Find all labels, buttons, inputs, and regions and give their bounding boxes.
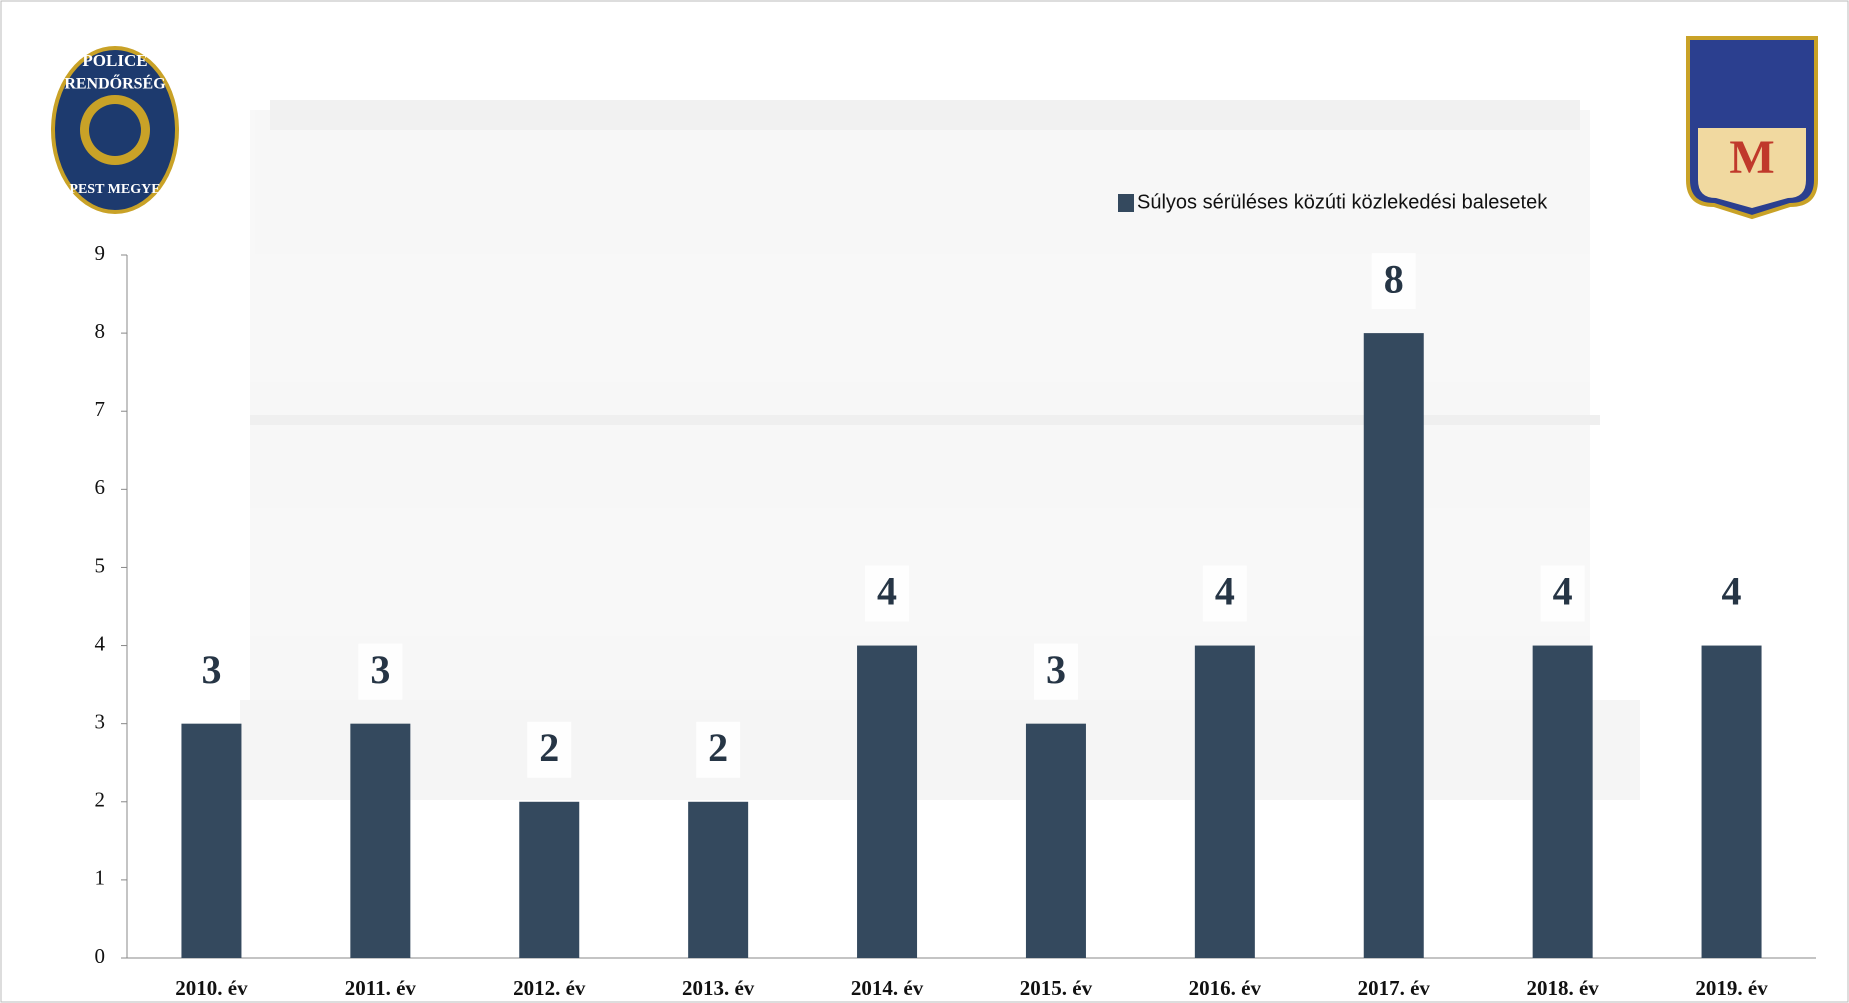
bar: [1532, 645, 1593, 958]
bar: [1701, 645, 1762, 958]
y-tick-label: 7: [95, 397, 106, 421]
bar: [857, 645, 918, 958]
value-label-bg: [1202, 565, 1247, 622]
x-tick-label: 2014. év: [851, 976, 924, 1000]
x-tick-label: 2019. év: [1695, 976, 1768, 1000]
value-label-bg: [696, 721, 741, 778]
bar: [1025, 723, 1086, 958]
y-tick-label: 8: [95, 319, 106, 343]
value-label: 8: [1384, 256, 1404, 301]
badge-text: PEST MEGYE: [69, 182, 160, 197]
value-label: 4: [1553, 569, 1573, 614]
bar: [181, 723, 242, 958]
value-label: 4: [1215, 569, 1235, 614]
value-label: 3: [201, 647, 221, 692]
value-label: 4: [877, 569, 897, 614]
town-crest: M: [1686, 36, 1818, 220]
value-label: 2: [708, 725, 728, 770]
value-label-bg: [358, 643, 403, 700]
y-tick-label: 6: [95, 475, 106, 499]
x-tick-label: 2010. év: [175, 976, 248, 1000]
y-tick-label: 3: [95, 709, 106, 733]
value-label: 2: [539, 725, 559, 770]
value-label: 3: [1046, 647, 1066, 692]
value-label-bg: [1371, 253, 1416, 310]
x-tick-label: 2017. év: [1358, 976, 1431, 1000]
legend-label: Súlyos sérüléses közúti közlekedési bale…: [1137, 191, 1548, 213]
value-label-bg: [1709, 565, 1754, 622]
value-label-bg: [1540, 565, 1585, 622]
y-tick-label: 2: [95, 788, 106, 812]
y-tick-label: 0: [95, 944, 106, 968]
bar: [350, 723, 411, 958]
y-tick-label: 1: [95, 866, 106, 890]
bar: [688, 801, 749, 958]
badge-text: RENDŐRSÉG: [64, 74, 166, 93]
value-label: 3: [370, 647, 390, 692]
value-label-bg: [1033, 643, 1078, 700]
y-tick-label: 9: [95, 241, 106, 265]
police-badge: POLICE RENDŐRSÉG PEST MEGYE: [51, 46, 179, 214]
x-tick-label: 2016. év: [1189, 976, 1262, 1000]
value-label-bg: [865, 565, 910, 622]
value-label: 4: [1722, 569, 1742, 614]
crest-letter: M: [1729, 131, 1774, 184]
x-tick-label: 2015. év: [1020, 976, 1093, 1000]
bar: [1194, 645, 1255, 958]
x-tick-label: 2018. év: [1526, 976, 1599, 1000]
y-tick-label: 5: [95, 553, 106, 577]
badge-text: POLICE: [82, 51, 147, 70]
bar: [1363, 333, 1424, 959]
value-label-bg: [189, 643, 234, 700]
x-tick-label: 2013. év: [682, 976, 755, 1000]
y-tick-label: 4: [95, 631, 106, 655]
x-tick-label: 2011. év: [345, 976, 417, 1000]
value-label-bg: [527, 721, 572, 778]
legend-swatch: [1118, 194, 1134, 212]
bar: [519, 801, 580, 958]
x-tick-label: 2012. év: [513, 976, 586, 1000]
